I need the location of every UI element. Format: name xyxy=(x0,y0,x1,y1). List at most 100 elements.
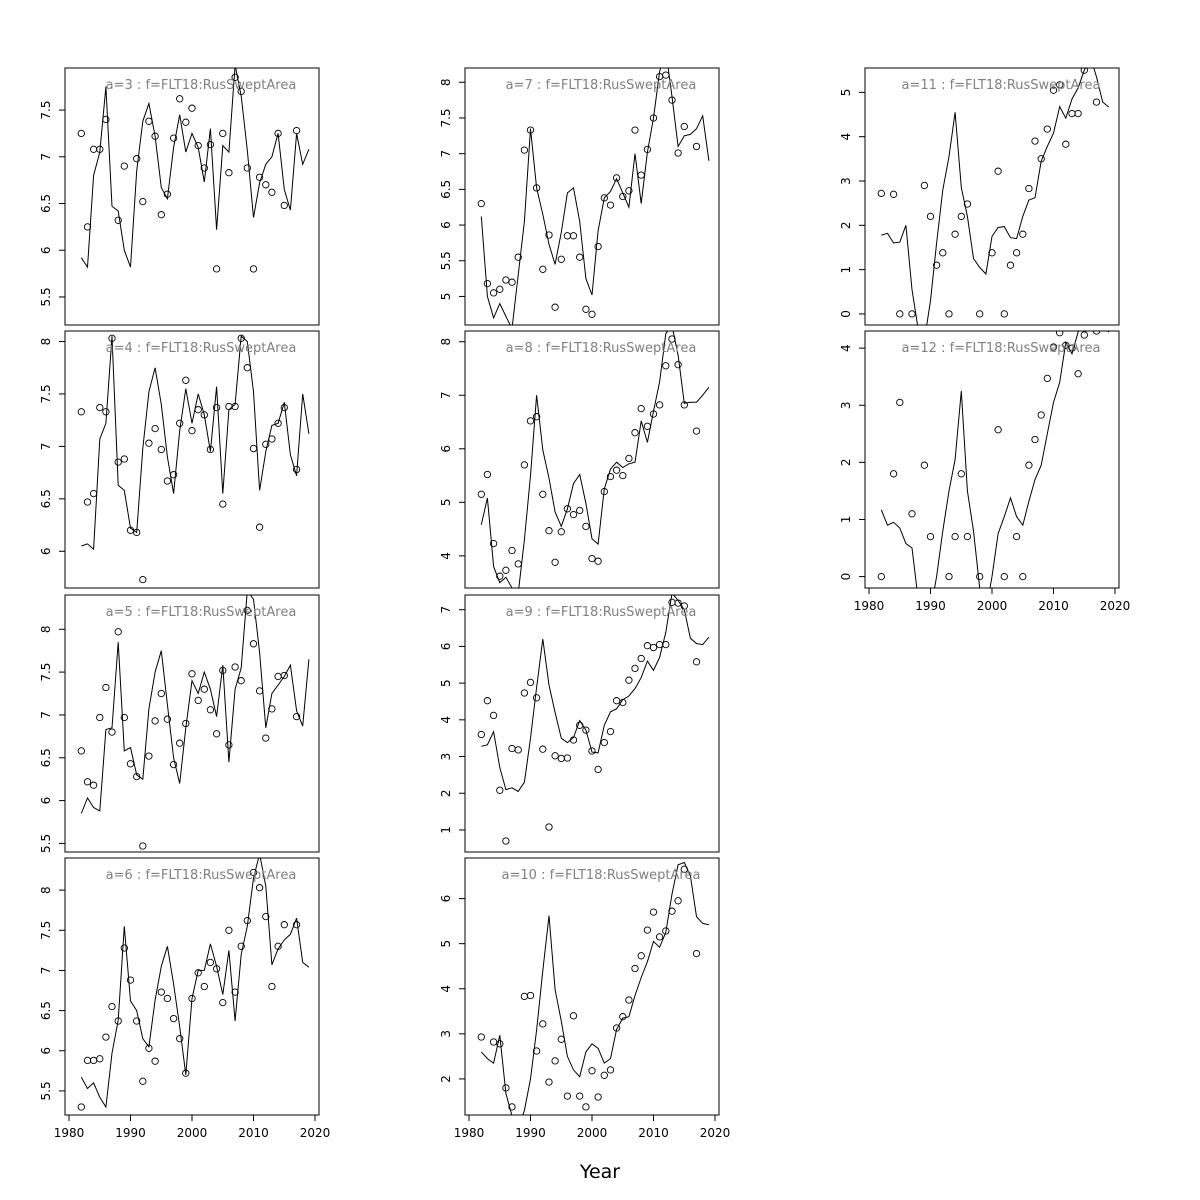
data-point xyxy=(1019,230,1027,238)
data-point xyxy=(139,1077,147,1085)
data-point xyxy=(508,744,516,753)
panel-6: 4 5 6 7 8 a=8 : f=FLT18:RusSweptArea xyxy=(439,330,720,589)
data-point xyxy=(637,952,645,960)
data-point xyxy=(625,996,633,1004)
data-point xyxy=(649,643,658,652)
series-line xyxy=(480,861,710,1115)
data-point xyxy=(108,728,116,736)
data-point xyxy=(139,575,147,584)
y-tick-label: 8 xyxy=(39,625,53,633)
y-tick-label: 2 xyxy=(839,459,853,467)
panel-8: 2 3 4 5 6 1980 1990 2000 2010 2020 a=10 : f=FLT18:… xyxy=(439,857,730,1140)
data-point xyxy=(157,445,165,454)
data-point xyxy=(151,132,159,140)
y-tick-label: 3 xyxy=(839,401,853,409)
x-axis-label: Year xyxy=(579,1161,620,1183)
y-tick-label: 7 xyxy=(439,150,453,158)
data-point xyxy=(896,398,904,407)
data-point xyxy=(145,1044,153,1052)
plot-frame xyxy=(464,594,720,853)
panel-title: a=8 : f=FLT18:RusSweptArea xyxy=(506,341,697,356)
y-tick-label: 4 xyxy=(839,344,853,352)
data-point xyxy=(545,823,553,831)
data-point xyxy=(1080,68,1088,74)
data-point xyxy=(102,115,110,124)
data-point xyxy=(280,201,288,210)
data-point xyxy=(662,362,670,370)
y-tick-label: 7.5 xyxy=(39,921,53,940)
data-point xyxy=(612,697,621,705)
data-point xyxy=(249,444,258,453)
data-point xyxy=(1092,98,1101,106)
data-point xyxy=(551,558,559,566)
y-tick-label: 6 xyxy=(439,445,453,453)
y-tick-label: 5 xyxy=(439,499,453,507)
data-point xyxy=(594,765,602,774)
data-point xyxy=(582,305,590,313)
series-line xyxy=(480,331,710,588)
data-point xyxy=(1012,532,1021,541)
data-point xyxy=(896,310,904,318)
data-point xyxy=(692,949,701,958)
y-tick-label: 6.5 xyxy=(439,180,453,199)
data-point xyxy=(668,335,676,343)
x-tick-label: 2000 xyxy=(177,1126,208,1140)
x-tick-label: 2010 xyxy=(1038,599,1069,613)
data-point xyxy=(83,778,92,786)
data-point xyxy=(674,897,682,905)
plot-frame xyxy=(64,67,320,326)
series-line xyxy=(881,68,1110,325)
data-point xyxy=(526,126,535,134)
x-tick-label: 1980 xyxy=(54,1126,85,1140)
data-point xyxy=(96,403,104,412)
data-point xyxy=(963,200,972,208)
data-point xyxy=(126,526,135,534)
data-point xyxy=(89,1056,98,1065)
data-point xyxy=(674,149,682,157)
data-point xyxy=(114,458,122,466)
data-point xyxy=(957,470,965,478)
data-point xyxy=(77,408,85,416)
data-point xyxy=(1043,125,1051,133)
y-tick-label: 6 xyxy=(39,797,53,805)
data-point xyxy=(951,532,959,541)
data-point xyxy=(1068,109,1076,118)
data-point xyxy=(237,677,245,685)
data-point xyxy=(102,408,110,416)
data-point xyxy=(576,506,584,515)
plot-frame xyxy=(64,857,320,1116)
data-point xyxy=(551,1057,559,1065)
series-line xyxy=(481,595,710,793)
data-point xyxy=(194,406,202,414)
data-point xyxy=(182,719,190,728)
series-line xyxy=(80,858,310,1109)
data-point xyxy=(920,181,929,190)
y-tick-label: 7.5 xyxy=(39,384,53,403)
data-point xyxy=(139,197,147,206)
data-point xyxy=(1074,109,1082,118)
data-point xyxy=(557,1035,565,1043)
data-point xyxy=(262,181,270,189)
data-point xyxy=(268,435,276,443)
data-point xyxy=(551,303,559,311)
data-point xyxy=(551,752,559,760)
data-point xyxy=(994,426,1002,434)
data-point xyxy=(145,117,153,125)
data-point xyxy=(280,671,288,680)
data-point xyxy=(1056,331,1064,337)
data-point xyxy=(619,1013,627,1021)
data-point xyxy=(139,842,147,850)
data-point xyxy=(576,721,584,729)
y-tick-label: 6 xyxy=(39,1047,53,1055)
data-point xyxy=(606,1066,615,1074)
data-point xyxy=(483,279,492,288)
data-point xyxy=(625,676,633,684)
series-line xyxy=(480,68,710,325)
data-point xyxy=(496,572,504,580)
data-point xyxy=(477,490,485,498)
data-point xyxy=(477,730,485,739)
panel-10: 0 1 2 3 4 1980 1990 2000 2010 2020 a=12 : f=FLT18:… xyxy=(839,330,1130,613)
y-tick-label: 4 xyxy=(439,985,453,993)
data-point xyxy=(292,465,301,474)
